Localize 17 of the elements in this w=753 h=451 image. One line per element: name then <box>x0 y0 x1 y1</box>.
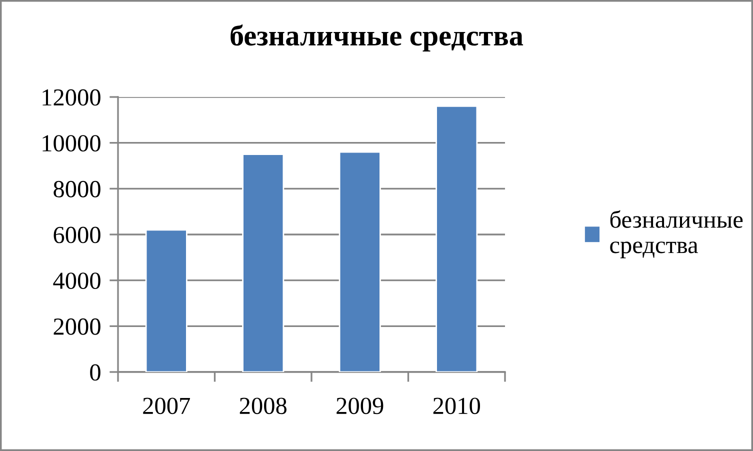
y-tick-label: 2000 <box>54 318 100 335</box>
bar <box>242 154 284 372</box>
x-tick-label: 2010 <box>433 398 480 414</box>
x-tick-label: 2008 <box>240 398 287 414</box>
legend-label: безналичные средства <box>610 210 743 258</box>
bar <box>338 151 381 372</box>
y-tick-label: 4000 <box>53 272 100 290</box>
x-tick-label: 2009 <box>336 398 384 414</box>
y-tick-label: 6000 <box>54 226 100 244</box>
bar <box>436 105 478 372</box>
y-tick-label: 10000 <box>42 135 100 152</box>
x-tick-label: 2007 <box>143 398 190 414</box>
y-tick-label: 8000 <box>54 180 100 198</box>
y-tick-label: 0 <box>90 364 100 381</box>
y-tick-label: 12000 <box>42 89 100 106</box>
bar <box>145 229 188 372</box>
chart-title: безналичные средства <box>230 24 524 52</box>
